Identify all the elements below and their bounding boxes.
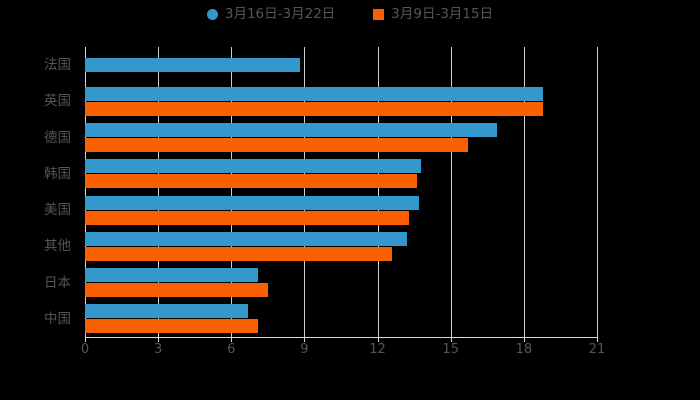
- legend-label-series-2: 3月9日-3月15日: [391, 6, 494, 22]
- x-axis-tick-label-21: 21: [588, 342, 606, 357]
- x-axis-tick-label-12: 12: [369, 342, 386, 357]
- y-axis-category-label: 其他: [44, 238, 71, 255]
- x-axis-tick-18: [523, 337, 525, 342]
- y-axis-category-label: 美国: [44, 202, 71, 219]
- bar-series-1[interactable]: [85, 86, 544, 101]
- category-row: 法国: [44, 47, 597, 83]
- x-axis-tick-label-18: 18: [515, 342, 533, 357]
- x-axis-tick-label-6: 6: [227, 342, 236, 357]
- category-row: 德国: [44, 120, 597, 156]
- bar-series-1[interactable]: [85, 123, 498, 138]
- bar-series-1[interactable]: [85, 159, 422, 174]
- y-axis-category-label: 英国: [44, 93, 71, 110]
- x-axis-tick-15: [450, 337, 452, 342]
- legend-item-series-1[interactable]: 3月16日-3月22日: [206, 6, 336, 22]
- bar-series-1[interactable]: [85, 195, 420, 210]
- bar-series-2[interactable]: [85, 210, 410, 225]
- bar-series-2[interactable]: [85, 246, 393, 261]
- x-axis-tick-label-9: 9: [300, 342, 309, 357]
- bar-series-2[interactable]: [85, 283, 268, 298]
- category-row: 中国: [44, 301, 597, 337]
- category-row: 其他: [44, 228, 597, 264]
- x-axis-tick-9: [304, 337, 306, 342]
- x-axis-tick-label-0: 0: [80, 342, 90, 357]
- legend-marker-square-icon: [373, 9, 385, 21]
- gridline-x-3: [158, 47, 160, 337]
- gridline-x-12: [377, 47, 379, 337]
- gridline-x-18: [523, 47, 525, 337]
- x-axis-line: [85, 337, 598, 338]
- bar-series-2[interactable]: [85, 174, 417, 189]
- x-axis-tick-3: [158, 337, 160, 342]
- bar-series-2[interactable]: [85, 138, 468, 153]
- y-axis-category-label: 法国: [44, 57, 71, 74]
- gridline-x-9: [304, 47, 306, 337]
- legend-marker-circle-icon: [206, 9, 218, 21]
- y-axis-category-label: 德国: [44, 129, 71, 146]
- x-axis-tick-label-15: 15: [442, 342, 459, 357]
- chart-legend: 3月16日-3月22日 3月9日-3月15日: [0, 6, 700, 22]
- bar-series-1[interactable]: [85, 231, 407, 246]
- y-axis-category-label: 日本: [44, 274, 71, 291]
- x-axis-tick-21: [597, 337, 598, 342]
- gridline-x-15: [450, 47, 452, 337]
- y-axis-category-label: 中国: [44, 310, 71, 327]
- gridline-x-21: [597, 47, 598, 337]
- legend-label-series-1: 3月16日-3月22日: [224, 6, 336, 22]
- bar-series-2[interactable]: [85, 319, 259, 334]
- category-row: 美国: [44, 192, 597, 228]
- plot-area: 法国英国德国韩国美国其他日本中国: [44, 47, 598, 337]
- bar-series-1[interactable]: [85, 58, 300, 73]
- gridline-x-0: [85, 47, 86, 337]
- gridline-x-6: [231, 47, 233, 337]
- legend-item-series-2[interactable]: 3月9日-3月15日: [373, 6, 494, 22]
- category-row: 日本: [44, 265, 597, 301]
- y-axis-category-label: 韩国: [44, 165, 71, 182]
- x-axis-tick-0: [85, 337, 86, 342]
- x-axis-tick-6: [231, 337, 233, 342]
- x-axis-tick-12: [377, 337, 379, 342]
- category-row: 英国: [44, 83, 597, 119]
- category-row: 韩国: [44, 156, 597, 192]
- bar-series-1[interactable]: [85, 304, 249, 319]
- bar-series-1[interactable]: [85, 268, 259, 283]
- bar-series-2[interactable]: [85, 101, 544, 116]
- x-axis-tick-label-3: 3: [154, 342, 163, 357]
